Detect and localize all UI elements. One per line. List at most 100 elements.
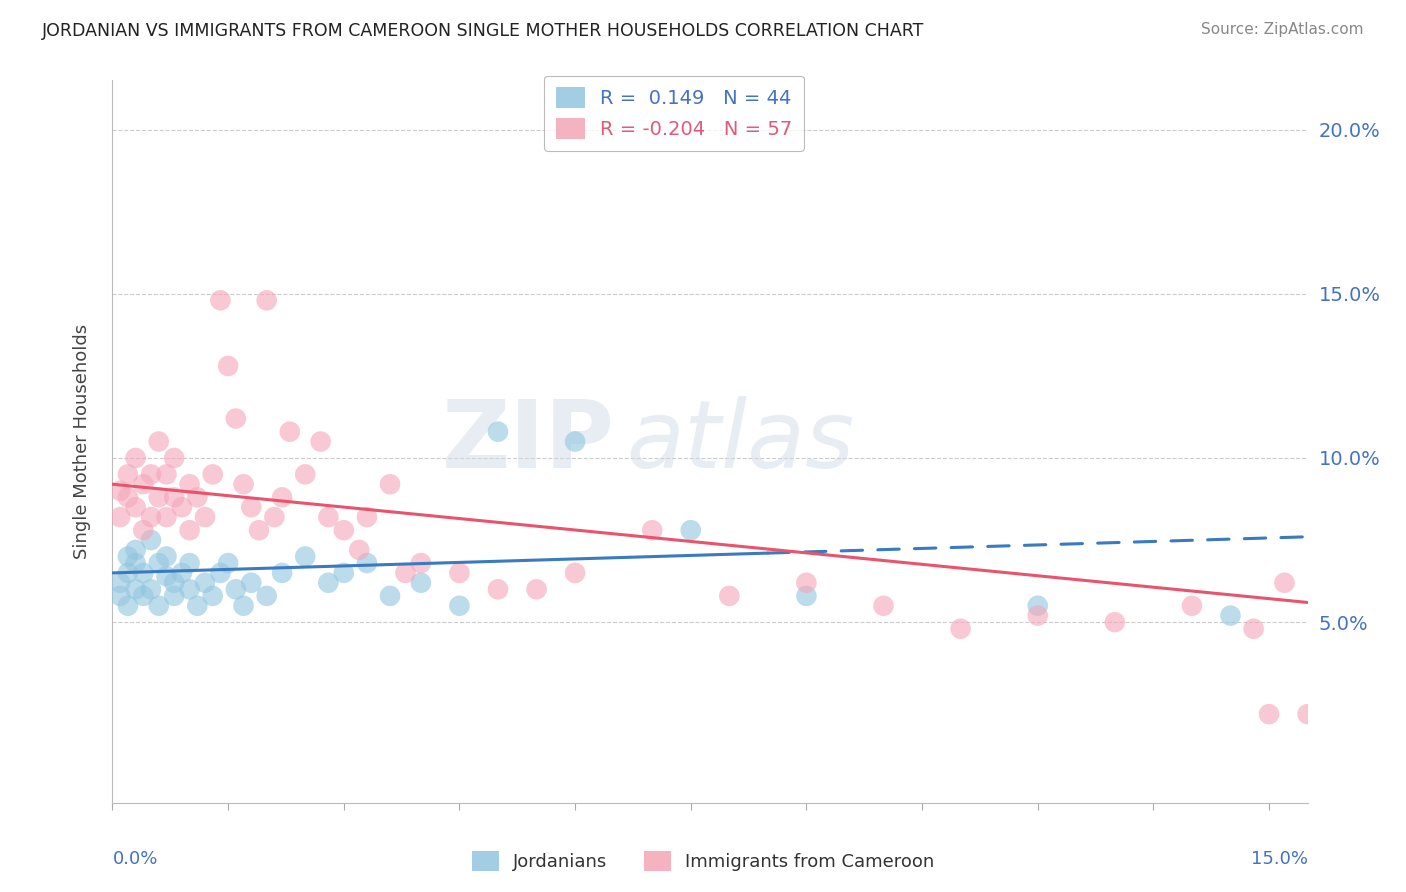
Point: [170, 566, 193, 580]
Point: [170, 500, 193, 515]
Point: [194, 575, 217, 590]
Point: [318, 575, 340, 590]
Point: [163, 491, 186, 505]
Text: 0.0%: 0.0%: [112, 850, 157, 868]
Point: [132, 589, 155, 603]
Point: [949, 622, 972, 636]
Point: [240, 575, 263, 590]
Point: [263, 510, 285, 524]
Point: [796, 575, 818, 590]
Point: [124, 582, 146, 597]
Text: ZIP: ZIP: [441, 395, 614, 488]
Point: [117, 491, 139, 505]
Point: [124, 556, 146, 570]
Point: [1243, 622, 1265, 636]
Point: [394, 566, 416, 580]
Point: [271, 566, 294, 580]
Point: [378, 477, 401, 491]
Point: [486, 425, 509, 439]
Point: [256, 293, 278, 308]
Point: [1219, 608, 1241, 623]
Point: [117, 599, 139, 613]
Point: [796, 589, 818, 603]
Point: [108, 589, 131, 603]
Point: [564, 566, 586, 580]
Text: Source: ZipAtlas.com: Source: ZipAtlas.com: [1201, 22, 1364, 37]
Point: [356, 510, 378, 524]
Point: [378, 589, 401, 603]
Point: [124, 500, 146, 515]
Point: [117, 467, 139, 482]
Point: [155, 467, 177, 482]
Point: [449, 566, 471, 580]
Point: [179, 523, 201, 537]
Point: [148, 599, 170, 613]
Point: [132, 477, 155, 491]
Point: [163, 589, 186, 603]
Point: [872, 599, 894, 613]
Point: [209, 566, 232, 580]
Point: [209, 293, 232, 308]
Point: [409, 556, 432, 570]
Point: [347, 542, 370, 557]
Text: atlas: atlas: [627, 396, 855, 487]
Point: [155, 510, 177, 524]
Point: [449, 599, 471, 613]
Point: [179, 582, 201, 597]
Point: [217, 556, 239, 570]
Point: [526, 582, 548, 597]
Point: [225, 411, 247, 425]
Point: [108, 483, 131, 498]
Point: [240, 500, 263, 515]
Point: [217, 359, 239, 373]
Legend: R =  0.149   N = 44, R = -0.204   N = 57: R = 0.149 N = 44, R = -0.204 N = 57: [544, 76, 804, 151]
Point: [278, 425, 301, 439]
Point: [179, 556, 201, 570]
Point: [155, 549, 177, 564]
Point: [194, 510, 217, 524]
Point: [108, 510, 131, 524]
Text: JORDANIAN VS IMMIGRANTS FROM CAMEROON SINGLE MOTHER HOUSEHOLDS CORRELATION CHART: JORDANIAN VS IMMIGRANTS FROM CAMEROON SI…: [42, 22, 925, 40]
Point: [309, 434, 332, 449]
Point: [232, 599, 254, 613]
Point: [108, 575, 131, 590]
Point: [117, 549, 139, 564]
Point: [333, 566, 356, 580]
Point: [1274, 575, 1296, 590]
Point: [132, 523, 155, 537]
Point: [139, 533, 162, 547]
Point: [1104, 615, 1126, 630]
Point: [294, 549, 316, 564]
Point: [232, 477, 254, 491]
Point: [247, 523, 270, 537]
Point: [201, 589, 224, 603]
Point: [139, 582, 162, 597]
Point: [1026, 608, 1049, 623]
Point: [1181, 599, 1204, 613]
Point: [139, 467, 162, 482]
Point: [186, 599, 208, 613]
Point: [294, 467, 316, 482]
Point: [409, 575, 432, 590]
Point: [201, 467, 224, 482]
Point: [225, 582, 247, 597]
Point: [179, 477, 201, 491]
Point: [163, 575, 186, 590]
Point: [564, 434, 586, 449]
Point: [186, 491, 208, 505]
Point: [117, 566, 139, 580]
Point: [1026, 599, 1049, 613]
Point: [124, 450, 146, 465]
Point: [1296, 707, 1319, 722]
Point: [124, 542, 146, 557]
Point: [1258, 707, 1281, 722]
Point: [256, 589, 278, 603]
Point: [139, 510, 162, 524]
Legend: Jordanians, Immigrants from Cameroon: Jordanians, Immigrants from Cameroon: [464, 844, 942, 879]
Point: [271, 491, 294, 505]
Point: [679, 523, 702, 537]
Point: [155, 569, 177, 583]
Point: [148, 434, 170, 449]
Y-axis label: Single Mother Households: Single Mother Households: [73, 324, 91, 559]
Point: [148, 491, 170, 505]
